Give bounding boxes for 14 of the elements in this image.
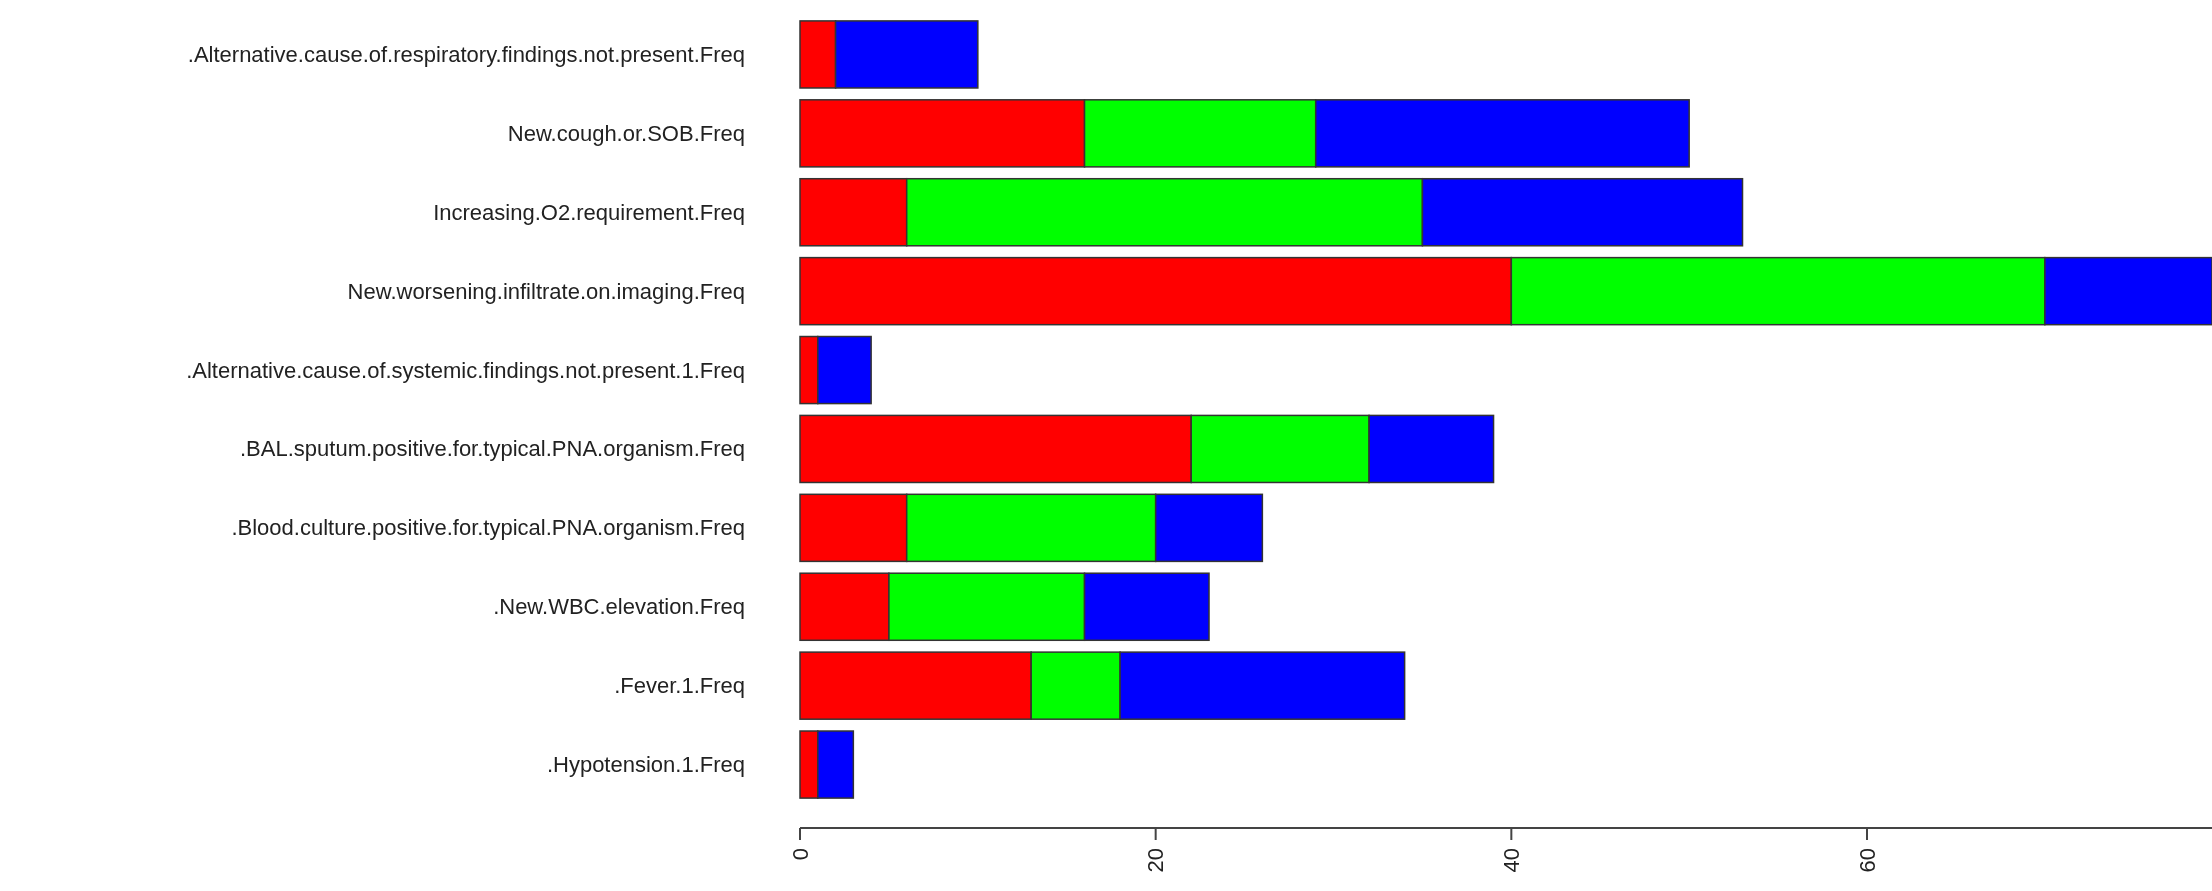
y-tick-label: .Hypotension.1.Freq (546, 752, 745, 778)
x-tick-label: 0 (787, 848, 813, 861)
y-tick-label: .Fever.1.Freq (614, 673, 745, 699)
x-tick-label: 20 (1143, 848, 1169, 873)
y-tick-label: .Alternative.cause.of.systemic.findings.not.present.1.Freq (186, 357, 745, 383)
y-tick-label: .BAL.sputum.positive.for.typical.PNA.organism.Freq (240, 436, 745, 462)
x-tick-label: 40 (1498, 848, 1524, 873)
y-tick-label: New.worsening.infiltrate.on.imaging.Freq (347, 278, 745, 304)
y-tick-label: Increasing.O2.requirement.Freq (433, 199, 745, 225)
y-tick-label: New.cough.or.SOB.Freq (507, 120, 745, 146)
x-tick-label: 60 (1854, 848, 1880, 873)
y-tick-label: .Blood.culture.positive.for.typical.PNA.organism.Freq (231, 515, 745, 541)
y-tick-label: .Alternative.cause.of.respiratory.findings.not.present.Freq (187, 41, 745, 67)
y-tick-label: .New.WBC.elevation.Freq (493, 594, 745, 620)
